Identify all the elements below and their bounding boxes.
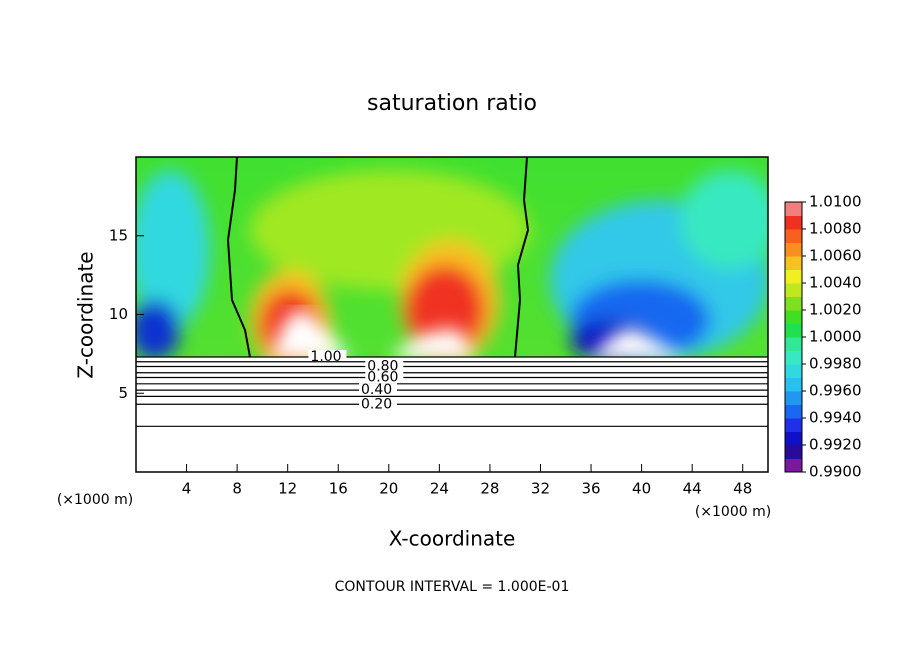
y-tick-label: 15 (109, 226, 128, 244)
contour-label-bg (365, 359, 404, 374)
x-tick-label: 4 (182, 480, 192, 498)
colorbar-band (785, 391, 802, 405)
contour-label: 0.20 (361, 396, 392, 412)
colorbar-band (785, 445, 802, 459)
colorbar-band (785, 310, 802, 324)
colorbar-band (785, 242, 802, 257)
x-tick-label: 16 (329, 480, 348, 498)
x-tick-label: 40 (632, 480, 651, 498)
colorbar-band (785, 431, 802, 446)
footer: CONTOUR INTERVAL = 1.000E-01 (335, 579, 570, 595)
colorbar-label: 1.0060 (809, 247, 862, 265)
colorbar-label: 0.9940 (809, 409, 862, 427)
colorbar-band (785, 269, 802, 284)
chart-title: saturation ratio (367, 91, 537, 116)
contour-label-bg (365, 370, 404, 385)
x-tick-label: 28 (480, 480, 499, 498)
contour-label-bg (358, 397, 397, 412)
colorbar-label: 1.0100 (809, 193, 862, 211)
y-unit: (×1000 m) (57, 492, 133, 508)
x-tick-label: 20 (379, 480, 398, 498)
colorbar-band (785, 350, 802, 365)
contour-label-bg (358, 383, 397, 398)
colorbar-band (785, 229, 802, 243)
x-tick-label: 24 (430, 480, 449, 498)
colorbar-band (785, 404, 802, 419)
y-tick-label: 5 (118, 384, 128, 402)
x-tick-label: 32 (531, 480, 550, 498)
colorbar-label: 0.9980 (809, 355, 862, 373)
colorbar-band (785, 418, 802, 432)
contour-label: 0.80 (367, 358, 398, 374)
contour-label: 1.00 (310, 349, 341, 365)
x-tick-label: 12 (278, 480, 297, 498)
x-unit: (×1000 m) (695, 504, 771, 520)
x-axis-label: X-coordinate (389, 527, 516, 551)
x-tick-label: 36 (581, 480, 600, 498)
colorbar-band (785, 337, 802, 351)
contour-label: 0.60 (367, 370, 398, 386)
y-tick-label: 10 (109, 305, 128, 323)
colorbar-label: 1.0040 (809, 274, 862, 292)
colorbar-band (785, 296, 802, 311)
field (136, 157, 768, 472)
colorbar-label: 1.0000 (809, 328, 862, 346)
colorbar-band (785, 256, 802, 270)
contour-label-bg (308, 350, 347, 365)
colorbar-label: 0.9960 (809, 382, 862, 400)
contour-label: 0.40 (361, 382, 392, 398)
colorbar-band (785, 323, 802, 338)
colorbar-label: 1.0020 (809, 301, 862, 319)
colorbar-label: 0.9920 (809, 436, 862, 454)
colorbar-band (785, 364, 802, 378)
colorbar-label: 1.0080 (809, 220, 862, 238)
colorbar-band (785, 377, 802, 392)
colorbar-band (785, 283, 802, 297)
x-tick-label: 8 (232, 480, 242, 498)
colorbar-band (785, 458, 802, 473)
colorbar-label: 0.9900 (809, 463, 862, 481)
colorbar-band (785, 202, 802, 216)
x-tick-label: 44 (683, 480, 702, 498)
x-tick-label: 48 (733, 480, 752, 498)
y-axis-label: Z-coordinate (74, 251, 98, 378)
colorbar-band (785, 215, 802, 230)
